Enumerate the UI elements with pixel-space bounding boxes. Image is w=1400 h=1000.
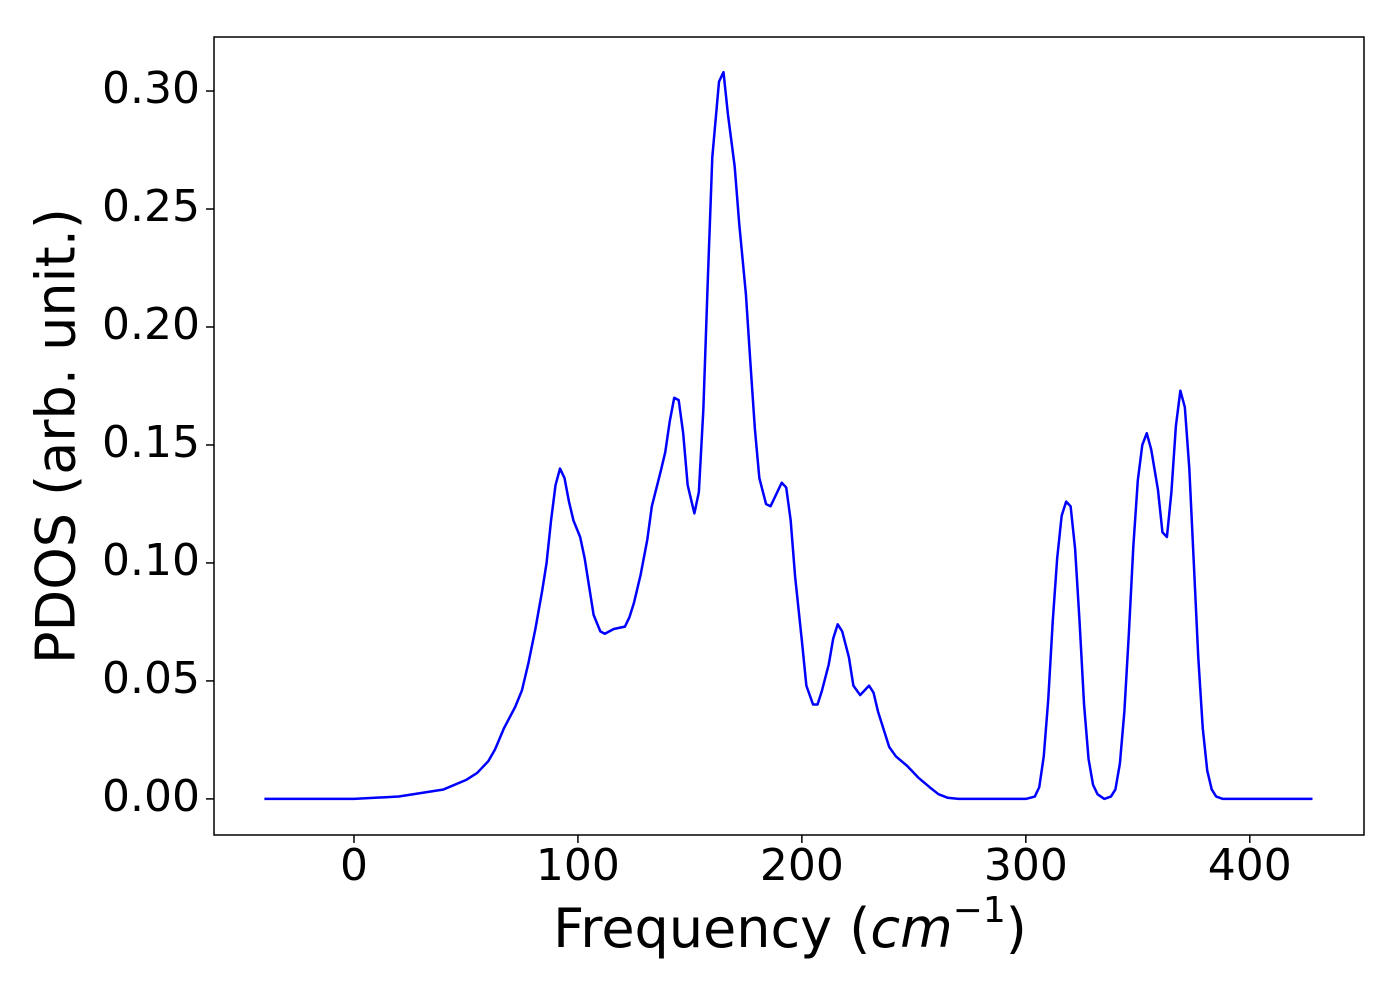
x-tick-label: 400 — [1208, 840, 1292, 891]
plot-frame — [213, 36, 1365, 836]
x-tick-label: 100 — [536, 840, 620, 891]
x-label-text: Frequency ( — [553, 897, 870, 960]
pdos-line — [264, 70, 1313, 801]
x-tick-label: 200 — [760, 840, 844, 891]
y-axis-label: PDOS (arb. unit.) — [25, 208, 88, 664]
x-label-exponent: −1 — [953, 890, 1006, 931]
y-tick-label: 0.00 — [102, 771, 200, 822]
x-label-unit: cm — [870, 897, 952, 960]
x-tick-label: 300 — [984, 840, 1068, 891]
y-tick-label: 0.15 — [102, 417, 200, 468]
y-tick-label: 0.25 — [102, 181, 200, 232]
x-label-close: ) — [1006, 897, 1027, 960]
y-tick-label: 0.20 — [102, 299, 200, 350]
x-axis-label: Frequency (cm−1) — [553, 890, 1027, 960]
y-tick-label: 0.05 — [102, 653, 200, 704]
y-tick-label: 0.10 — [102, 535, 200, 586]
x-tick-label: 0 — [340, 840, 368, 891]
y-tick-label: 0.30 — [102, 63, 200, 114]
